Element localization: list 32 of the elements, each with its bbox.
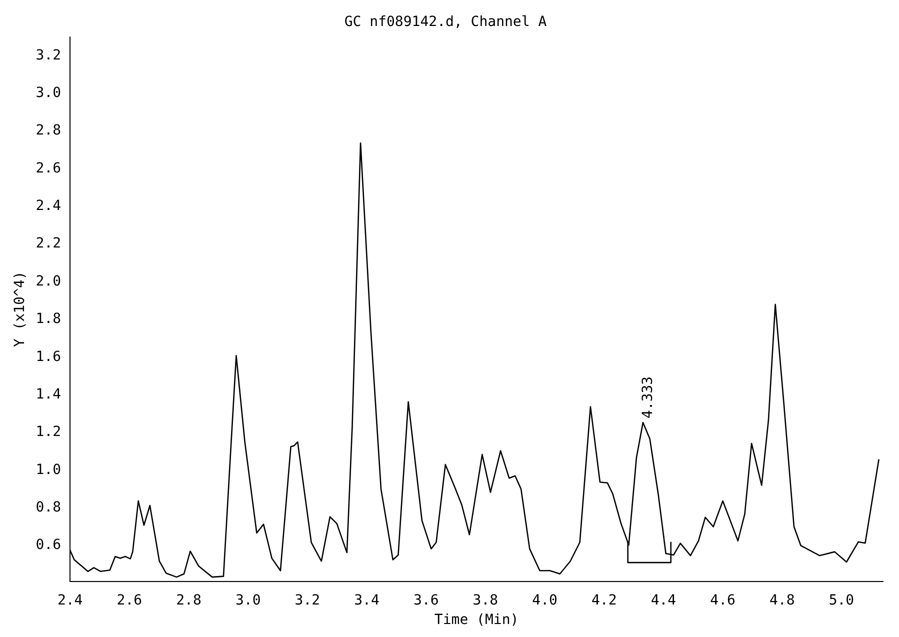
y-tick-label: 2.8 bbox=[36, 122, 62, 139]
y-tick-label: 1.8 bbox=[36, 311, 62, 328]
y-tick-label: 1.4 bbox=[36, 386, 62, 402]
x-tick-label: 4.2 bbox=[591, 592, 617, 608]
y-tick-label: 2.0 bbox=[36, 273, 62, 290]
y-tick-label: 0.8 bbox=[36, 500, 62, 516]
y-tick-label: 2.2 bbox=[36, 236, 62, 252]
y-tick-label: 3.2 bbox=[36, 47, 62, 64]
y-tick-label: 1.0 bbox=[36, 462, 62, 478]
x-tick-label: 3.8 bbox=[472, 592, 498, 608]
y-tick-label: 2.4 bbox=[36, 198, 62, 214]
x-tick-label: 2.4 bbox=[57, 592, 83, 608]
annotation: 4.333 bbox=[640, 376, 656, 419]
x-tick-label: 3.6 bbox=[413, 592, 439, 608]
x-tick-label: 3.0 bbox=[235, 592, 261, 608]
x-tick-label: 5.0 bbox=[828, 592, 854, 608]
x-tick-label: 4.8 bbox=[769, 592, 795, 608]
x-tick-label: 4.6 bbox=[710, 592, 736, 608]
y-tick-label: 2.6 bbox=[36, 160, 62, 176]
x-tick-label: 4.4 bbox=[650, 592, 676, 608]
y-axis-title: Y (x10^4) bbox=[12, 271, 28, 348]
x-tick-label: 4.0 bbox=[532, 592, 558, 608]
chart-title: GC nf089142.d, Channel A bbox=[344, 14, 548, 30]
y-tick-label: 1.2 bbox=[36, 424, 62, 440]
x-tick-label: 2.8 bbox=[176, 592, 202, 608]
x-axis-title: Time (Min) bbox=[434, 612, 519, 628]
x-tick-label: 2.6 bbox=[116, 592, 142, 608]
y-tick-label: 1.6 bbox=[36, 348, 62, 365]
x-tick-label: 3.4 bbox=[354, 592, 380, 608]
x-tick-label: 3.2 bbox=[294, 592, 320, 608]
y-tick-label: 3.0 bbox=[36, 84, 62, 101]
y-tick-label: 0.6 bbox=[36, 537, 62, 554]
